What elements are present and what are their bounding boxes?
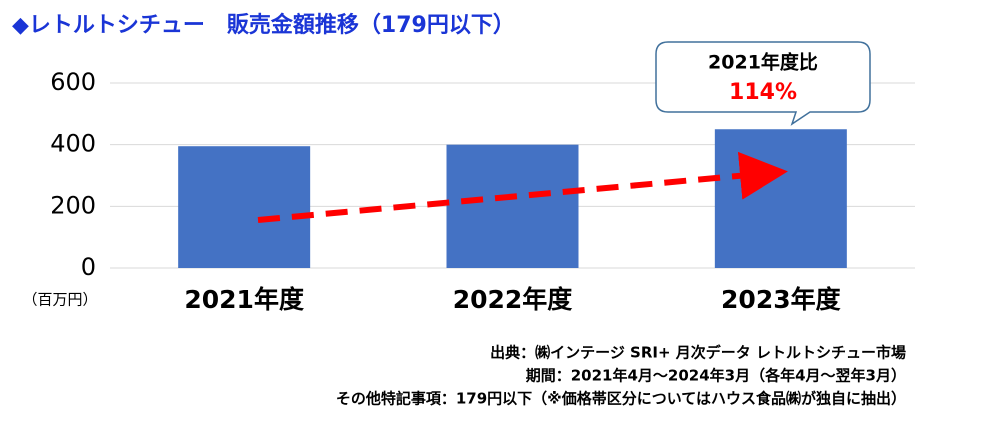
x-tick-label: 2021年度: [184, 285, 304, 314]
source-note: 出典：㈱インテージ SRI+ 月次データ レトルトシチュー市場: [490, 344, 906, 362]
x-tick-label: 2022年度: [453, 285, 573, 314]
y-tick-label: 200: [50, 191, 96, 219]
callout-title: 2021年度比: [708, 51, 818, 74]
chart-title: ◆レトルトシチュー 販売金額推移（179円以下）: [12, 12, 515, 38]
callout-text: 114%: [729, 80, 797, 105]
bar: [446, 144, 579, 268]
y-tick-label: 0: [81, 253, 96, 281]
x-tick-label: 2023年度: [721, 285, 841, 314]
source-note: その他特記事項：179円以下（※価格帯区分についてはハウス食品㈱が独自に抽出）: [336, 390, 906, 408]
y-axis-label: （百万円）: [22, 291, 97, 309]
bar: [178, 146, 311, 268]
y-tick-label: 400: [50, 130, 96, 158]
trend-arrow: [257, 151, 788, 223]
source-note: 期間：2021年4月～2024年3月（各年4月～翌年3月）: [526, 367, 906, 385]
callout-box: [655, 41, 871, 126]
y-tick-label: 600: [50, 68, 96, 96]
bar: [714, 129, 847, 268]
